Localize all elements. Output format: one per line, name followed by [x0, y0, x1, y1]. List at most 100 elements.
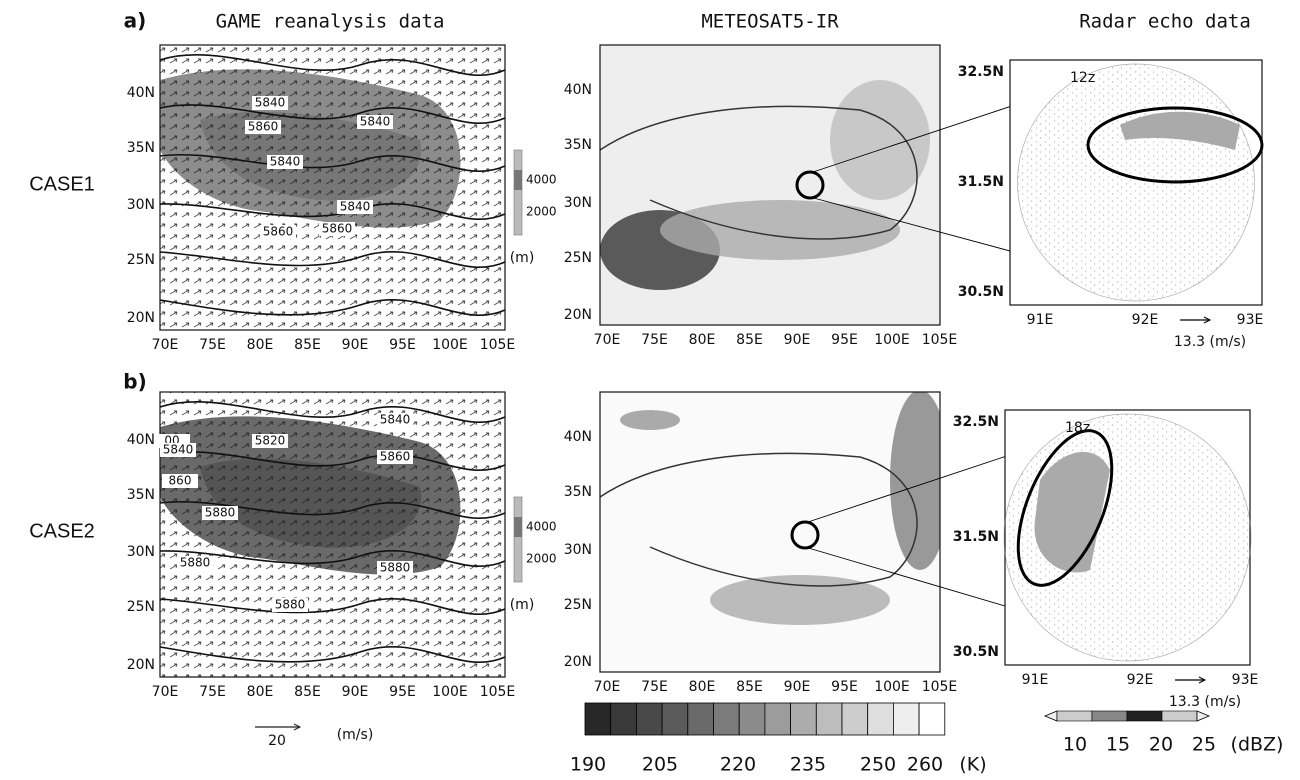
reanalysis-map [160, 45, 505, 330]
ir-colorbar-cell [764, 702, 792, 736]
lon-label: 105E [922, 679, 958, 695]
radar-range [1017, 63, 1255, 302]
contour-label: 5840 [255, 96, 286, 110]
contour [160, 451, 505, 471]
contour [160, 153, 505, 172]
dbz-cell [1161, 710, 1198, 722]
lon-label: 90E [784, 332, 811, 348]
case-label: CASE1 [29, 173, 95, 195]
contour-label: 5840 [360, 115, 391, 129]
coastline [600, 105, 918, 240]
lat-label: 30N [564, 195, 592, 211]
lat-label: 35N [127, 140, 155, 156]
lon-label: 95E [831, 332, 858, 348]
lat-label: 40N [564, 82, 592, 98]
lat-label: 25N [564, 597, 592, 613]
contour [160, 104, 505, 124]
ir-colorbar-cell [584, 702, 612, 736]
lon-label: 75E [199, 684, 226, 700]
contour-label: 5880 [205, 506, 236, 520]
contour-label: 5840 [340, 200, 371, 214]
dbz-label: 15 [1106, 734, 1130, 756]
contour-label-bg [202, 506, 238, 520]
wind-field [160, 392, 505, 677]
contour-label: 860 [169, 474, 192, 488]
echo [1120, 111, 1240, 150]
ir-colorbar-unit: (K) [959, 754, 986, 776]
contour-label: 5840 [380, 413, 411, 427]
cloud [620, 410, 680, 430]
radar-lon-label: 92E [1127, 672, 1154, 688]
contour-label: 5840 [163, 443, 194, 457]
contour-label-bg [160, 443, 196, 457]
lon-label: 85E [294, 337, 321, 353]
ir-colorbar-label: 190 [570, 754, 606, 776]
radar-time: 12z [1070, 70, 1095, 86]
lat-label: 20N [127, 657, 155, 673]
lon-label: 90E [342, 684, 369, 700]
ir-colorbar-cell [918, 702, 946, 736]
topo-label: 2000 [526, 205, 557, 219]
ir-bg [600, 392, 940, 672]
contour [160, 299, 505, 316]
column-title: METEOSAT5-IR [701, 11, 839, 33]
ir-colorbar-label: 205 [642, 754, 678, 776]
contour-label-bg [357, 115, 393, 129]
dbz-end [1043, 710, 1058, 722]
contour-label-bg [252, 434, 288, 448]
topo-label: 4000 [526, 173, 557, 187]
contour-label: 5880 [180, 556, 211, 570]
topo-label: 4000 [526, 520, 557, 534]
lon-label: 85E [294, 684, 321, 700]
map-frame [159, 391, 506, 678]
lat-label: 25N [127, 252, 155, 268]
dbz-label: 20 [1149, 734, 1173, 756]
lon-label: 80E [247, 684, 274, 700]
contour [160, 550, 505, 567]
contour-label-bg [245, 120, 281, 134]
ir-colorbar-label: 235 [790, 754, 826, 776]
lat-label: 25N [564, 250, 592, 266]
contour-label-bg [252, 96, 288, 110]
lon-label: 90E [342, 337, 369, 353]
lon-label: 85E [736, 332, 763, 348]
contour-label: 5840 [270, 155, 301, 169]
contour-label-bg [162, 474, 198, 488]
contour-label-bg [260, 225, 296, 239]
focus-circle [790, 520, 820, 550]
ir-colorbar-label: 260 [907, 754, 943, 776]
contour [160, 646, 505, 663]
contour-label: 5880 [380, 561, 411, 575]
lon-label: 100E [874, 679, 910, 695]
lon-label: 70E [594, 679, 621, 695]
cloud [890, 392, 940, 570]
contour [160, 251, 505, 268]
contour [160, 598, 505, 615]
radar-time: 18z [1065, 420, 1090, 436]
lon-label: 75E [199, 337, 226, 353]
lon-label: 100E [432, 684, 468, 700]
dbz-cell [1126, 710, 1163, 722]
cloud [830, 80, 930, 200]
lat-label: 25N [127, 599, 155, 615]
lat-label: 20N [564, 654, 592, 670]
radar-lat-label: 32.5N [958, 64, 1004, 80]
case-label: CASE2 [29, 520, 95, 542]
cloud [710, 575, 890, 625]
contour-label: 5880 [275, 598, 306, 612]
wind-field [160, 45, 505, 330]
ir-colorbar-label: 220 [720, 754, 756, 776]
lon-label: 105E [480, 684, 516, 700]
topo-label: 2000 [526, 552, 557, 566]
wind-ref-value: 20 [268, 733, 286, 749]
contour-label: 5860 [322, 222, 353, 236]
lon-label: 70E [152, 684, 179, 700]
panels: a) CASE1 5840 5860 5840 5840 5840 5860 5860 40N 40… [29, 9, 1283, 776]
radar-lon-label: 91E [1027, 312, 1054, 328]
lat-label: 35N [564, 137, 592, 153]
contour-label-bg [377, 561, 413, 575]
ir-colorbar-cell [738, 702, 766, 736]
lon-label: 95E [831, 679, 858, 695]
lat-label: 35N [564, 484, 592, 500]
